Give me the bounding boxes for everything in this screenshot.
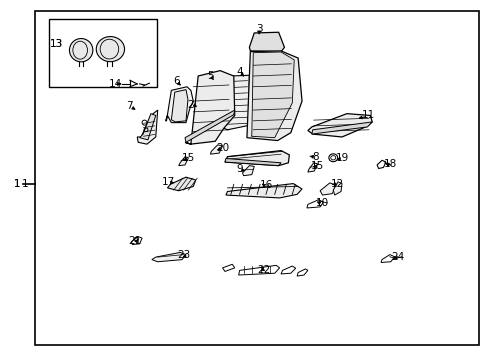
Text: 4: 4 [236,67,243,77]
Ellipse shape [96,37,124,62]
Polygon shape [137,110,158,144]
Polygon shape [184,110,234,142]
Text: 8: 8 [311,152,318,162]
Text: 18: 18 [384,159,397,169]
Text: 14: 14 [108,79,122,89]
Ellipse shape [69,39,93,62]
Text: 12: 12 [330,179,343,189]
Text: 20: 20 [216,143,229,153]
Text: 9: 9 [236,164,243,174]
Polygon shape [221,75,249,130]
Text: 13: 13 [50,39,63,49]
Polygon shape [332,182,341,195]
Polygon shape [242,166,254,176]
Text: 13: 13 [50,39,63,49]
Text: 10: 10 [315,198,328,208]
Text: 23: 23 [177,250,190,260]
Polygon shape [320,183,335,195]
Text: 21: 21 [128,236,141,246]
Polygon shape [225,184,302,198]
Text: 1: 1 [14,179,20,189]
Polygon shape [171,90,187,122]
Polygon shape [165,87,193,123]
Text: 11: 11 [362,111,375,121]
Polygon shape [251,52,294,138]
Text: 1: 1 [14,179,20,189]
Polygon shape [307,163,317,172]
Polygon shape [140,114,156,140]
Polygon shape [152,252,185,262]
Text: 15: 15 [310,161,324,171]
Polygon shape [246,51,302,140]
Polygon shape [203,81,220,130]
Text: 22: 22 [257,265,270,275]
Polygon shape [184,71,234,144]
Polygon shape [249,32,284,51]
Text: 19: 19 [335,153,348,163]
Polygon shape [224,158,281,166]
Text: 15: 15 [182,153,195,163]
Polygon shape [224,150,289,166]
Text: 6: 6 [173,76,179,86]
Text: 16: 16 [259,180,272,190]
Polygon shape [178,157,188,166]
Text: 7: 7 [126,102,133,112]
Polygon shape [311,122,371,134]
Polygon shape [307,114,371,137]
Text: 5: 5 [206,71,213,81]
Text: 17: 17 [162,177,175,187]
Text: 1: 1 [22,179,28,189]
Polygon shape [210,145,222,154]
Text: 24: 24 [391,252,404,262]
Bar [49,19,157,87]
Text: 2: 2 [187,100,194,110]
Text: 3: 3 [255,24,262,35]
Polygon shape [167,177,195,191]
